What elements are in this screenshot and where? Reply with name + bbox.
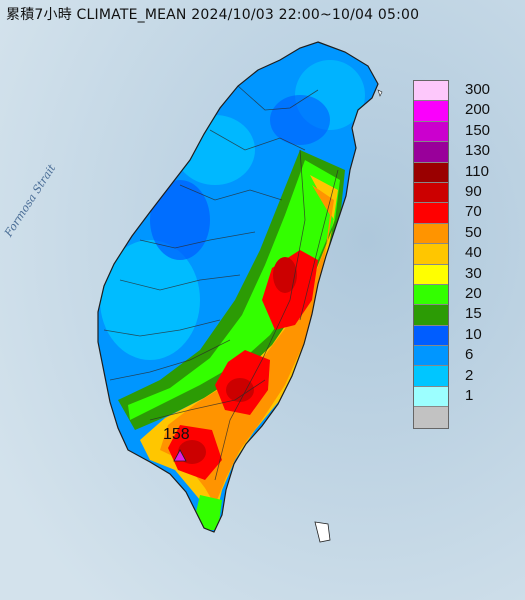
green-island [314,521,331,543]
legend-label: 2 [465,366,474,384]
map-title: 累積7小時 CLIMATE_MEAN 2024/10/03 22:00~10/0… [6,7,420,23]
legend-swatch [414,407,448,428]
legend-swatch [414,142,448,163]
legend-swatch [414,366,448,387]
legend-swatch [414,81,448,102]
max-rainfall-marker-icon [173,449,187,462]
legend-label: 110 [465,162,489,180]
legend-swatch [414,244,448,265]
legend-swatch [414,121,448,143]
legend-label: 15 [465,305,482,323]
legend-label: 70 [465,203,482,221]
legend-swatch [414,305,448,326]
legend-label: 150 [465,121,491,139]
legend-label: 40 [465,244,482,262]
legend-swatch [414,162,448,183]
max-value-label: 158 [163,426,190,443]
county-boundaries [103,85,339,481]
legend-label: 50 [465,223,482,241]
legend-swatch [414,101,448,122]
islet [377,89,383,97]
legend-label: 6 [465,346,474,364]
rainfall-legend [413,80,449,429]
legend-swatch [414,386,448,408]
legend-swatch [414,325,448,347]
legend-label: 1 [465,387,474,404]
legend-swatch [414,182,448,204]
legend-label: 300 [465,81,491,98]
legend-swatch [414,346,448,367]
legend-swatch [414,223,448,245]
legend-label: 10 [465,325,482,343]
legend-label: 20 [465,285,482,302]
legend-label: 30 [465,264,482,282]
legend-swatch [414,284,448,306]
legend-label: 130 [465,142,491,160]
legend-label: 200 [465,101,491,119]
legend-swatch [414,264,448,285]
legend-swatch [414,203,448,224]
legend-label: 90 [465,183,482,200]
